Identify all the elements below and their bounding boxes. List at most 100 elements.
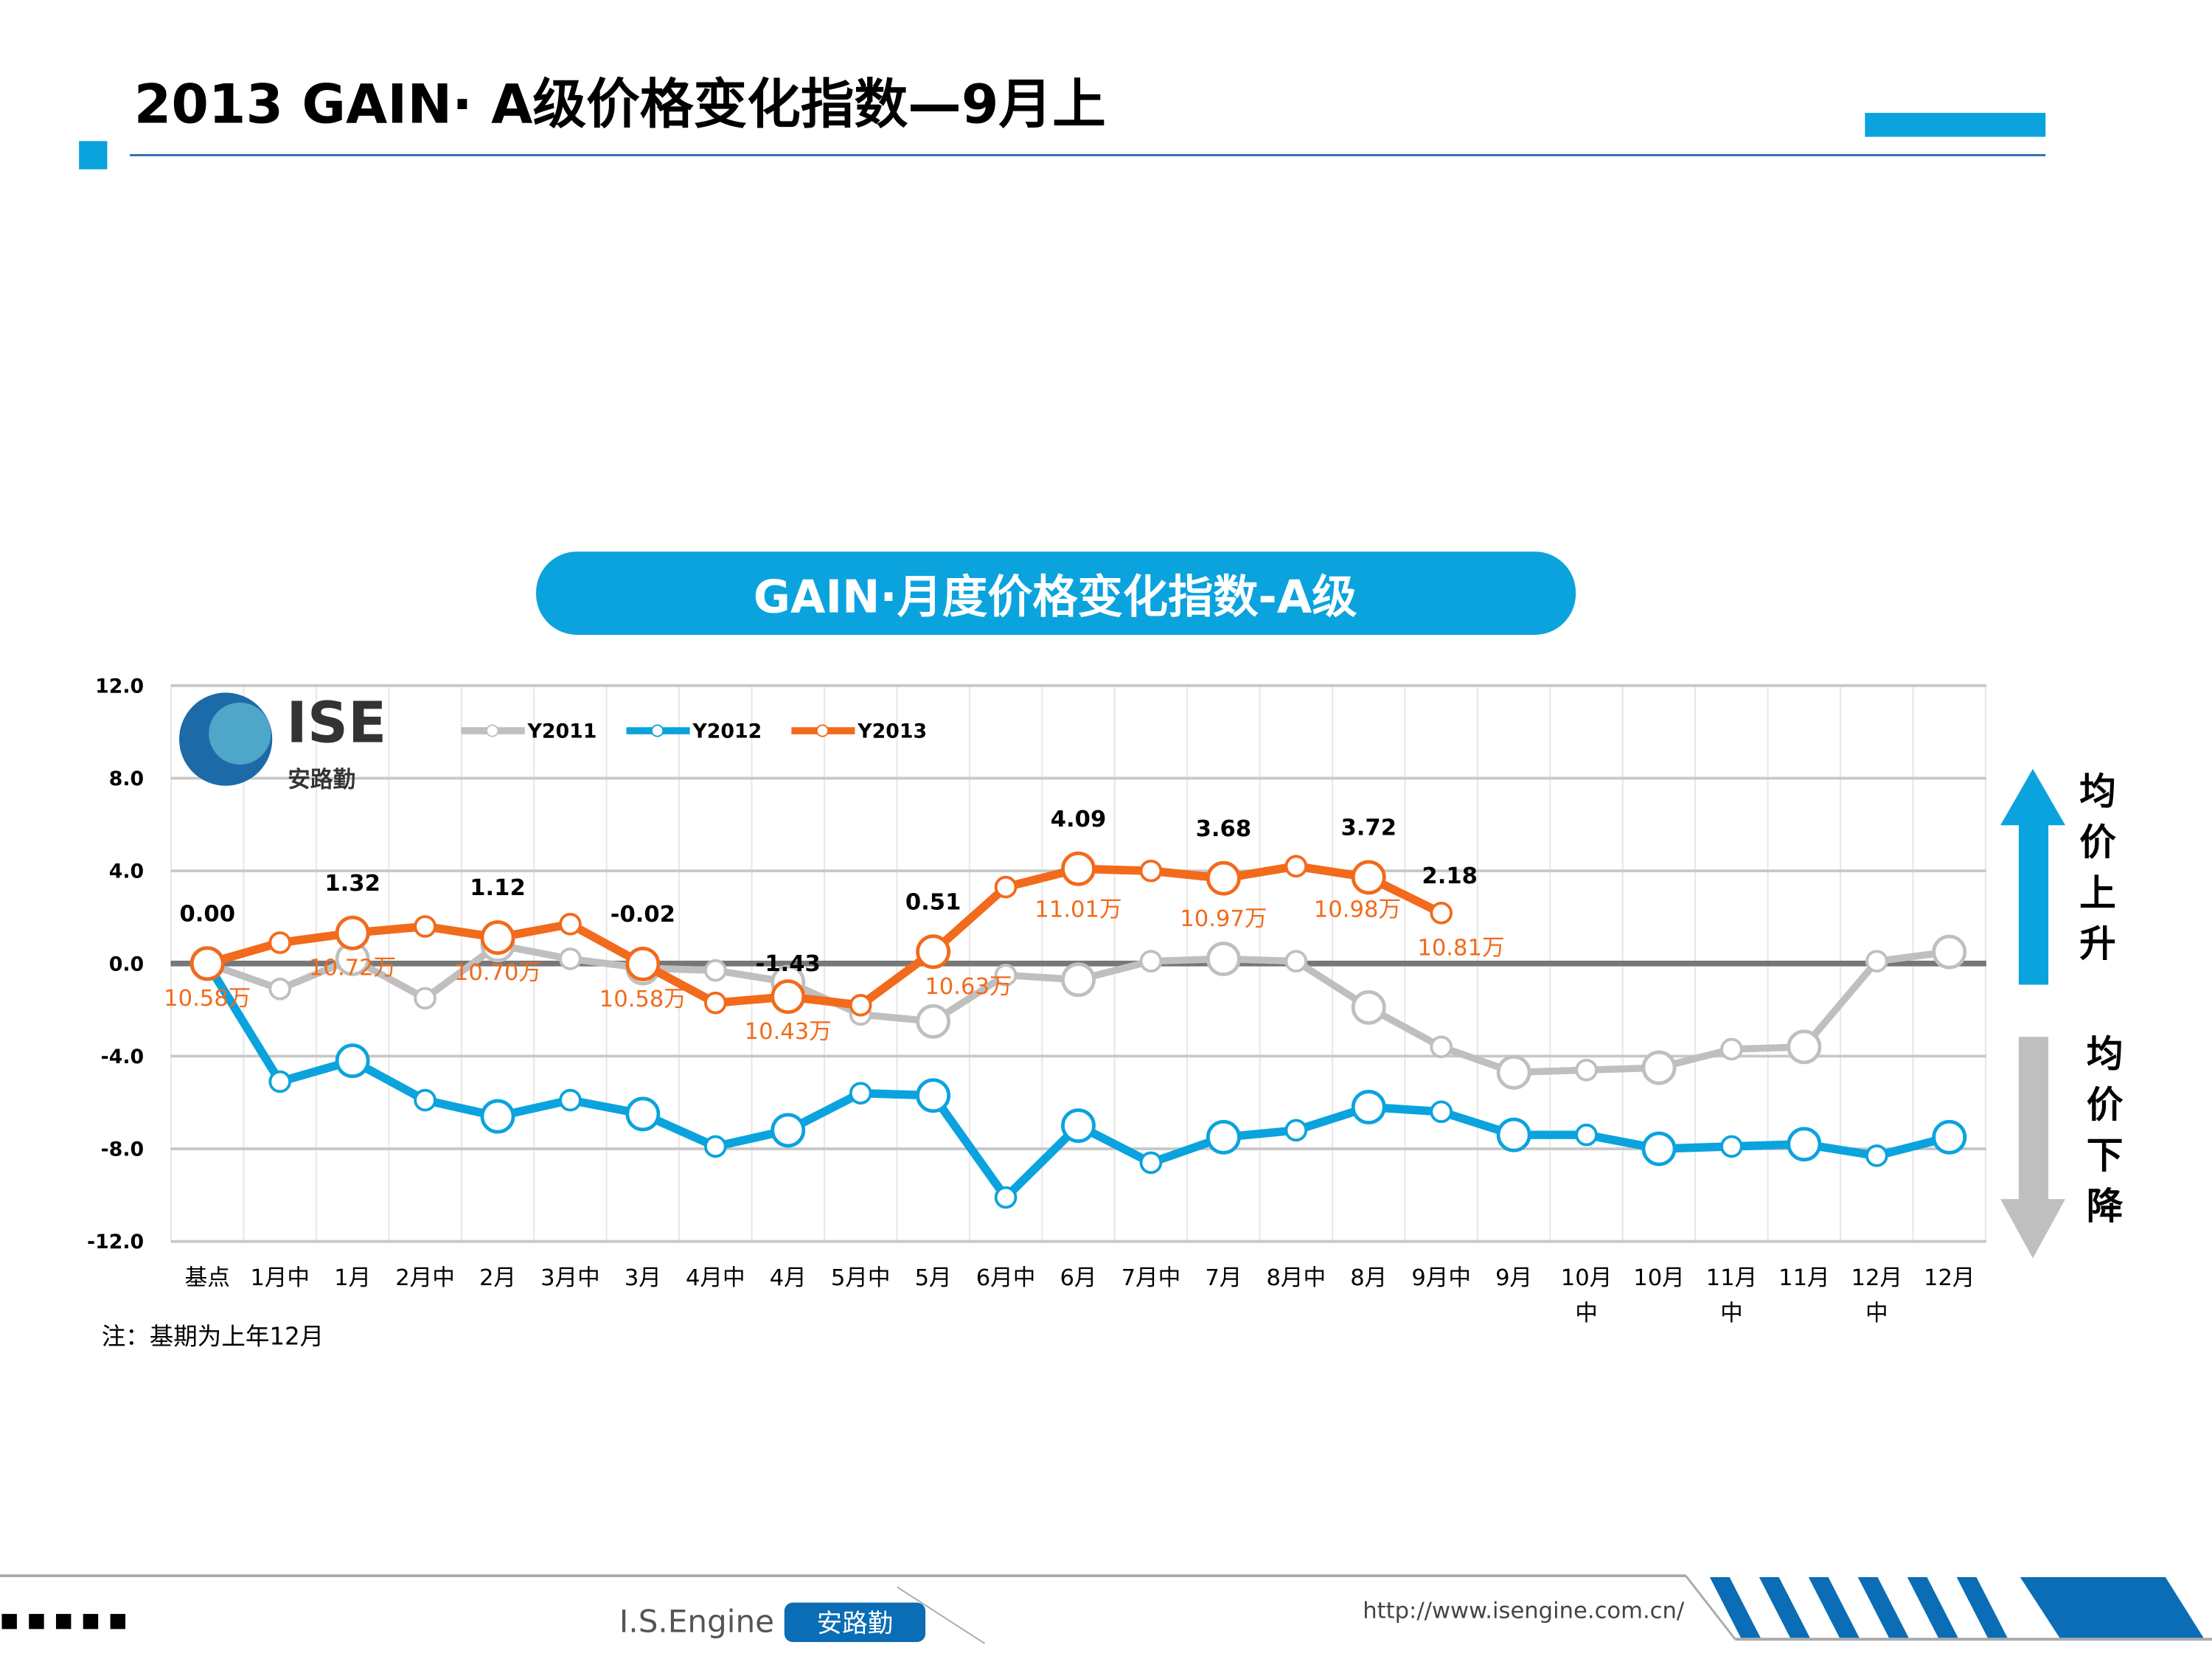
x-tick-label: 6月中 xyxy=(976,1265,1036,1291)
side-label-up: 均 xyxy=(2079,771,2116,813)
data-point xyxy=(1865,1144,1888,1167)
data-point xyxy=(335,915,370,950)
x-tick-label: 2月 xyxy=(479,1265,516,1291)
chart-title: GAIN·月度价格变化指数-A级 xyxy=(754,571,1357,623)
data-point xyxy=(189,946,225,981)
data-point xyxy=(916,1078,951,1113)
stripe xyxy=(1759,1577,1810,1638)
data-point xyxy=(1206,1119,1241,1155)
value-label: 0.00 xyxy=(179,901,235,927)
stripe xyxy=(1907,1577,1958,1638)
data-point xyxy=(1430,1100,1453,1124)
data-point xyxy=(414,1088,437,1112)
legend-y2011: Y2011 xyxy=(527,720,597,743)
value-label: 4.09 xyxy=(1051,807,1107,832)
x-tick-label: 6月 xyxy=(1060,1265,1096,1291)
x-tick-label: 4月 xyxy=(770,1265,807,1291)
x-tick-label: 12月 xyxy=(1924,1265,1975,1291)
data-point xyxy=(1430,901,1453,925)
x-tick-label: 11月中 xyxy=(1706,1265,1758,1326)
data-point xyxy=(771,1113,806,1148)
data-point xyxy=(1139,950,1163,973)
data-point xyxy=(1061,1108,1096,1144)
footer-line-slant xyxy=(1685,1575,1736,1641)
data-point xyxy=(1641,1050,1677,1085)
x-tick-label: 3月中 xyxy=(540,1265,600,1291)
legend-y2012: Y2012 xyxy=(692,720,762,743)
y-tick-label: 4.0 xyxy=(109,860,144,883)
data-point xyxy=(414,915,437,938)
data-point xyxy=(1430,1035,1453,1059)
ise-logo: ISE 安路勤 xyxy=(178,690,386,793)
legend: Y2011 Y2012 Y2013 xyxy=(461,720,927,743)
logo-globe-highlight xyxy=(209,702,271,765)
data-point xyxy=(916,934,951,970)
footer-brand-cn: 安路勤 xyxy=(817,1610,893,1639)
side-label-up: 价 xyxy=(2079,821,2116,863)
value-label: 0.51 xyxy=(905,889,961,915)
data-point xyxy=(1206,860,1241,896)
data-point xyxy=(559,913,582,936)
data-point xyxy=(625,946,661,981)
x-tick-label: 基点 xyxy=(185,1265,230,1291)
side-label-down: 下 xyxy=(2087,1134,2124,1177)
data-point xyxy=(1575,1058,1598,1082)
data-point xyxy=(1061,962,1096,998)
data-point xyxy=(625,1096,661,1132)
data-point xyxy=(1351,990,1386,1025)
data-point xyxy=(268,1070,291,1093)
arrow-down-icon xyxy=(2000,1037,2066,1259)
data-point xyxy=(1284,1119,1308,1142)
stripe xyxy=(1857,1577,1909,1638)
x-tick-label: 8月 xyxy=(1350,1265,1387,1291)
side-label-down: 均 xyxy=(2087,1032,2124,1075)
data-point xyxy=(1284,855,1308,878)
data-point xyxy=(704,1135,727,1158)
data-point xyxy=(1787,1029,1822,1065)
x-tick-label: 10月 xyxy=(1633,1265,1685,1291)
value-label: 1.32 xyxy=(324,871,380,897)
logo-subtext: 安路勤 xyxy=(288,768,355,793)
x-tick-label: 5月中 xyxy=(831,1265,891,1291)
x-tick-label: 1月中 xyxy=(250,1265,310,1291)
series-line xyxy=(204,961,1951,1202)
x-tick-label: 1月 xyxy=(334,1265,371,1291)
x-tick-label: 9月 xyxy=(1495,1265,1532,1291)
x-tick-label: 3月 xyxy=(625,1265,661,1291)
page-title: 2013 GAIN· A级价格变化指数—9月上 xyxy=(134,74,1106,136)
y-tick-label: 0.0 xyxy=(109,953,144,975)
data-point xyxy=(1061,851,1096,886)
price-label: 11.01万 xyxy=(1034,897,1121,922)
price-label: 10.70万 xyxy=(454,960,541,986)
y-tick-label: -12.0 xyxy=(87,1231,144,1253)
value-label: -0.02 xyxy=(611,902,675,928)
price-label: 10.81万 xyxy=(1417,936,1504,961)
price-label: 10.97万 xyxy=(1180,906,1267,932)
data-point xyxy=(1932,934,1967,970)
chart-title-pill xyxy=(536,552,1576,635)
data-point xyxy=(559,1088,582,1112)
side-label-down: 降 xyxy=(2087,1185,2124,1228)
chart-note: 注：基期为上年12月 xyxy=(102,1322,324,1350)
data-point xyxy=(480,1099,515,1134)
footer-dots: ■■■■■ xyxy=(0,1609,136,1632)
data-point xyxy=(1206,942,1241,976)
data-point xyxy=(414,987,437,1010)
data-point xyxy=(849,993,872,1017)
value-label: 3.72 xyxy=(1340,815,1397,841)
x-tick-label: 4月中 xyxy=(686,1265,745,1291)
series-Y2013 xyxy=(189,851,1453,1017)
footer-stripes xyxy=(1709,1577,2204,1638)
data-point xyxy=(1865,950,1888,973)
data-point xyxy=(268,978,291,1001)
header-accent-bar xyxy=(1865,113,2046,137)
data-point xyxy=(1641,1131,1677,1166)
y-tick-label: -8.0 xyxy=(101,1138,145,1161)
price-label: 10.58万 xyxy=(164,986,251,1012)
value-label: 2.18 xyxy=(1422,863,1478,889)
x-tick-label: 7月中 xyxy=(1121,1265,1181,1291)
footer-brand: I.S.Engine xyxy=(619,1604,774,1640)
x-tick-label: 11月 xyxy=(1778,1265,1830,1291)
data-point xyxy=(1351,860,1386,895)
